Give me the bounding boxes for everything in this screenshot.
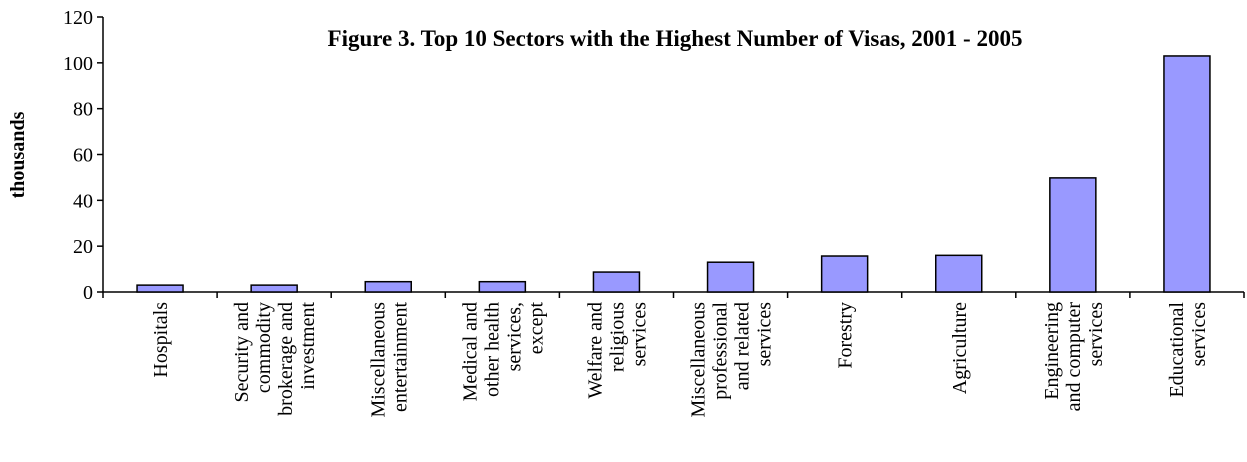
x-tick-label: Forestry: [835, 302, 857, 369]
x-tick-label: professional: [710, 302, 732, 400]
x-tick-label: Educational: [1166, 302, 1188, 398]
x-tick-label: Security and: [231, 302, 253, 403]
x-tick-label: other health: [481, 302, 503, 397]
y-tick-label: 60: [73, 145, 93, 167]
x-tick-label: Miscellaneous: [367, 302, 389, 418]
x-tick-label: brokerage and: [275, 302, 297, 416]
y-tick-label: 0: [83, 282, 93, 304]
x-tick-label: and computer: [1063, 302, 1085, 412]
bar: [935, 254, 983, 293]
x-tick-label: services: [754, 302, 776, 367]
x-tick-label: investment: [297, 302, 319, 390]
x-tick-label: entertainment: [389, 302, 411, 412]
x-tick-label: and related: [732, 302, 754, 390]
x-tick-label: Medical and: [459, 302, 481, 401]
y-tick-label: 100: [63, 53, 93, 75]
y-tick-label: 40: [73, 190, 93, 212]
chart-title: Figure 3. Top 10 Sectors with the Highes…: [328, 26, 1023, 51]
bar: [1049, 177, 1097, 293]
y-tick-label: 20: [73, 236, 93, 258]
x-tick-label: services: [1085, 302, 1107, 367]
bar: [478, 280, 527, 293]
x-tick-label: services,: [503, 302, 525, 371]
x-tick-label: services: [1188, 302, 1210, 367]
x-tick-label: services: [628, 302, 650, 367]
bar: [820, 255, 869, 293]
x-tick-label: Miscellaneous: [688, 302, 710, 418]
x-tick-label: Agriculture: [949, 302, 971, 394]
bar: [706, 261, 755, 293]
x-tick-label: except: [525, 302, 547, 355]
x-tick-label: Hospitals: [150, 302, 172, 378]
y-tick-label: 80: [73, 99, 93, 121]
x-tick-label: Welfare and: [584, 302, 606, 399]
bar: [136, 284, 184, 293]
y-tick-label: 120: [63, 7, 93, 29]
x-tick-label: commodity: [253, 302, 275, 393]
bar: [1163, 55, 1211, 293]
x-tick-label: Engineering: [1041, 302, 1063, 400]
bar: [364, 280, 412, 293]
x-tick-label: religious: [606, 302, 628, 372]
bar: [250, 284, 298, 293]
bar: [592, 271, 641, 293]
y-axis-label: thousands: [7, 111, 29, 198]
